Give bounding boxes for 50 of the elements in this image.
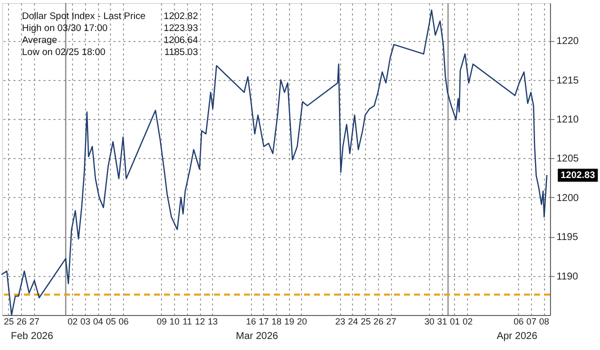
x-tick-label: 13 xyxy=(208,316,218,326)
annotation: Average xyxy=(22,35,58,46)
x-tick-label: 27 xyxy=(29,316,40,326)
x-tick-label: 17 xyxy=(258,316,269,326)
x-tick-label: 24 xyxy=(348,316,358,326)
x-tick-label: 12 xyxy=(195,316,206,326)
annotation: 1185.03 xyxy=(164,47,198,58)
x-tick-label: 01 xyxy=(450,316,460,326)
y-tick-label: 1205 xyxy=(556,154,580,165)
x-tick-label: 04 xyxy=(93,316,104,326)
x-tick-label: 25 xyxy=(360,316,371,326)
x-tick-label: 20 xyxy=(296,316,307,326)
x-tick-label: 26 xyxy=(373,316,384,326)
x-tick-label: 23 xyxy=(335,316,346,326)
x-tick-label: 26 xyxy=(16,316,27,326)
x-tick-label: 09 xyxy=(156,316,167,326)
y-tick-label: 1220 xyxy=(556,36,580,48)
y-tick-label: 1195 xyxy=(556,232,578,244)
annotation: Low on 02/25 18:00 xyxy=(22,47,106,58)
annotation: 1202.82 xyxy=(164,11,198,22)
x-tick-label: 02 xyxy=(462,316,473,326)
annotation: 1202.83 xyxy=(560,170,595,182)
x-tick-label: 11 xyxy=(182,316,192,326)
line-series xyxy=(1,9,548,316)
text: Feb 2026 xyxy=(10,331,54,342)
x-tick-label: 07 xyxy=(526,316,536,326)
x-tick-label: 25 xyxy=(4,316,14,326)
y-tick-label: 1215 xyxy=(556,75,580,86)
x-tick-label: 10 xyxy=(170,316,180,326)
x-tick-label: 05 xyxy=(106,316,116,326)
x-tick-label: 27 xyxy=(386,316,396,326)
text: Dollar Spot Index - Last Price xyxy=(22,11,146,22)
x-tick-label: 06 xyxy=(514,316,524,326)
x-tick-label: 06 xyxy=(118,316,129,326)
y-tick-label: 1190 xyxy=(556,271,578,282)
y-tick-label: 1210 xyxy=(556,114,580,126)
x-tick-label: 08 xyxy=(539,316,550,326)
x-tick-label: 31 xyxy=(437,316,448,326)
text: Apr 2026 xyxy=(496,331,538,342)
x-tick-label: 16 xyxy=(246,316,256,326)
text: Mar 2026 xyxy=(236,331,279,342)
annotation: 1206.64 xyxy=(164,35,198,46)
x-tick-label: 18 xyxy=(271,316,282,326)
y-tick-label: 1200 xyxy=(556,192,580,204)
annotation: High on 03/30 17:00 xyxy=(22,23,108,34)
annotation: 1223.93 xyxy=(164,23,198,34)
x-tick-label: 19 xyxy=(284,316,294,326)
x-tick-label: 02 xyxy=(68,316,78,326)
x-tick-label: 03 xyxy=(80,316,90,326)
x-tick-label: 30 xyxy=(424,316,434,326)
